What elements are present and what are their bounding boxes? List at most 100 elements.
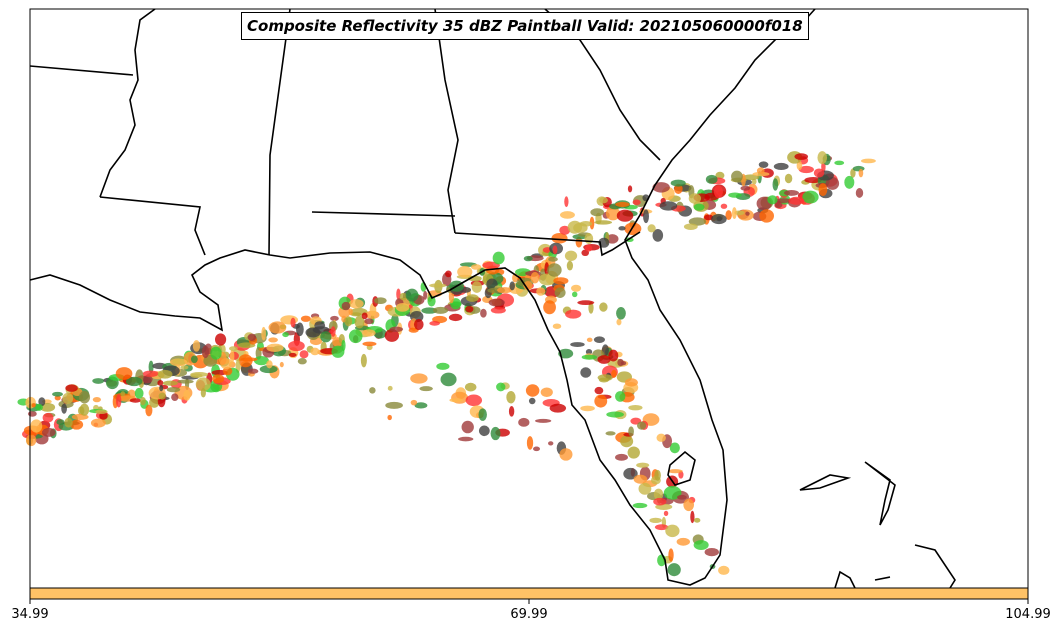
paintball-blob bbox=[540, 387, 553, 397]
paintball-blob bbox=[171, 393, 179, 402]
paintball-blob bbox=[423, 290, 428, 300]
paintball-blob bbox=[38, 397, 46, 407]
paintball-blob bbox=[633, 474, 648, 484]
paintball-blob bbox=[177, 379, 194, 384]
paintball-blob bbox=[290, 317, 296, 328]
paintball-blob bbox=[344, 316, 353, 327]
paintball-blob bbox=[26, 434, 37, 447]
paintball-blob bbox=[162, 380, 178, 386]
paintball-blob bbox=[145, 404, 153, 417]
paintball-blob bbox=[652, 182, 670, 193]
paintball-blob bbox=[552, 245, 558, 255]
paintball-blob bbox=[624, 222, 642, 236]
paintball-blob bbox=[414, 402, 428, 409]
paintball-blob bbox=[490, 426, 501, 441]
paintball-blob bbox=[627, 185, 633, 193]
paintball-blob bbox=[348, 329, 363, 344]
paintball-blob bbox=[92, 397, 101, 403]
paintball-blob bbox=[581, 354, 597, 360]
paintball-blob bbox=[282, 332, 289, 338]
paintball-blob bbox=[751, 178, 757, 185]
paintball-blob bbox=[200, 388, 206, 398]
paintball-blob bbox=[478, 408, 487, 421]
paintball-blob bbox=[758, 161, 769, 168]
paintball-blob bbox=[538, 273, 556, 286]
paintball-layer bbox=[17, 151, 876, 577]
paintball-blob bbox=[584, 244, 593, 252]
paintball-blob bbox=[543, 300, 556, 315]
paintball-blob bbox=[27, 410, 37, 417]
paintball-blob bbox=[195, 377, 211, 392]
paintball-blob bbox=[553, 277, 569, 285]
paintball-blob bbox=[253, 355, 269, 366]
paintball-blob bbox=[783, 189, 800, 196]
paintball-blob bbox=[478, 425, 490, 437]
paintball-blob bbox=[653, 497, 667, 506]
paintball-blob bbox=[436, 362, 450, 370]
paintball-blob bbox=[599, 302, 608, 312]
paintball-blob bbox=[190, 372, 209, 377]
paintball-blob bbox=[180, 365, 189, 370]
paintball-blob bbox=[548, 441, 554, 446]
paintball-blob bbox=[688, 193, 702, 204]
paintball-blob bbox=[458, 436, 474, 442]
paintball-blob bbox=[396, 288, 401, 300]
paintball-blob bbox=[330, 315, 339, 322]
paintball-blob bbox=[742, 174, 760, 181]
paintball-blob bbox=[656, 433, 666, 442]
paintball-blob bbox=[497, 287, 512, 294]
paintball-blob bbox=[647, 224, 656, 233]
state-border-tx-la bbox=[29, 65, 134, 76]
paintball-blob bbox=[330, 326, 336, 337]
boundaries bbox=[29, 8, 956, 589]
paintball-blob bbox=[215, 333, 227, 346]
paintball-blob bbox=[615, 201, 630, 208]
paintball-blob bbox=[457, 266, 473, 278]
paintball-blob bbox=[268, 337, 278, 343]
paintball-blob bbox=[210, 346, 222, 360]
paintball-blob bbox=[157, 380, 164, 386]
lake-okeechobee bbox=[667, 450, 696, 486]
paintball-blob bbox=[554, 287, 566, 298]
paintball-blob bbox=[654, 469, 661, 481]
paintball-blob bbox=[817, 151, 828, 165]
paintball-blob bbox=[115, 394, 122, 408]
paintball-blob bbox=[572, 291, 578, 298]
paintball-blob bbox=[288, 340, 305, 352]
paintball-blob bbox=[617, 358, 624, 367]
paintball-blob bbox=[348, 308, 353, 316]
paintball-blob bbox=[575, 236, 583, 248]
paintball-blob bbox=[471, 281, 483, 293]
paintball-blob bbox=[608, 349, 619, 362]
paintball-blob bbox=[509, 281, 515, 291]
paintball-blob bbox=[731, 207, 737, 220]
gulf-coastline bbox=[29, 8, 816, 586]
paintball-blob bbox=[861, 158, 876, 164]
paintball-blob bbox=[465, 305, 474, 313]
paintball-blob bbox=[611, 369, 617, 378]
paintball-blob bbox=[78, 390, 91, 404]
paintball-blob bbox=[652, 229, 664, 242]
paintball-blob bbox=[594, 386, 604, 395]
paintball-blob bbox=[247, 368, 259, 374]
paintball-blob bbox=[852, 165, 865, 172]
paintball-blob bbox=[148, 360, 154, 374]
paintball-blob bbox=[597, 355, 611, 364]
paintball-blob bbox=[802, 190, 819, 204]
paintball-blob bbox=[288, 352, 297, 358]
paintball-blob bbox=[374, 297, 387, 305]
paintball-blob bbox=[627, 446, 640, 459]
paintball-blob bbox=[659, 201, 678, 211]
paintball-blob bbox=[331, 345, 345, 358]
paintball-blob bbox=[62, 392, 74, 404]
paintball-blob bbox=[115, 367, 133, 380]
paintball-blob bbox=[42, 412, 54, 423]
paintball-blob bbox=[713, 185, 723, 199]
paintball-blob bbox=[788, 196, 805, 205]
paintball-blob bbox=[300, 315, 311, 322]
paintball-blob bbox=[470, 264, 482, 270]
paintball-blob bbox=[547, 263, 562, 277]
paintball-blob bbox=[41, 427, 56, 437]
paintball-blob bbox=[552, 323, 562, 329]
paintball-blob bbox=[54, 395, 61, 401]
